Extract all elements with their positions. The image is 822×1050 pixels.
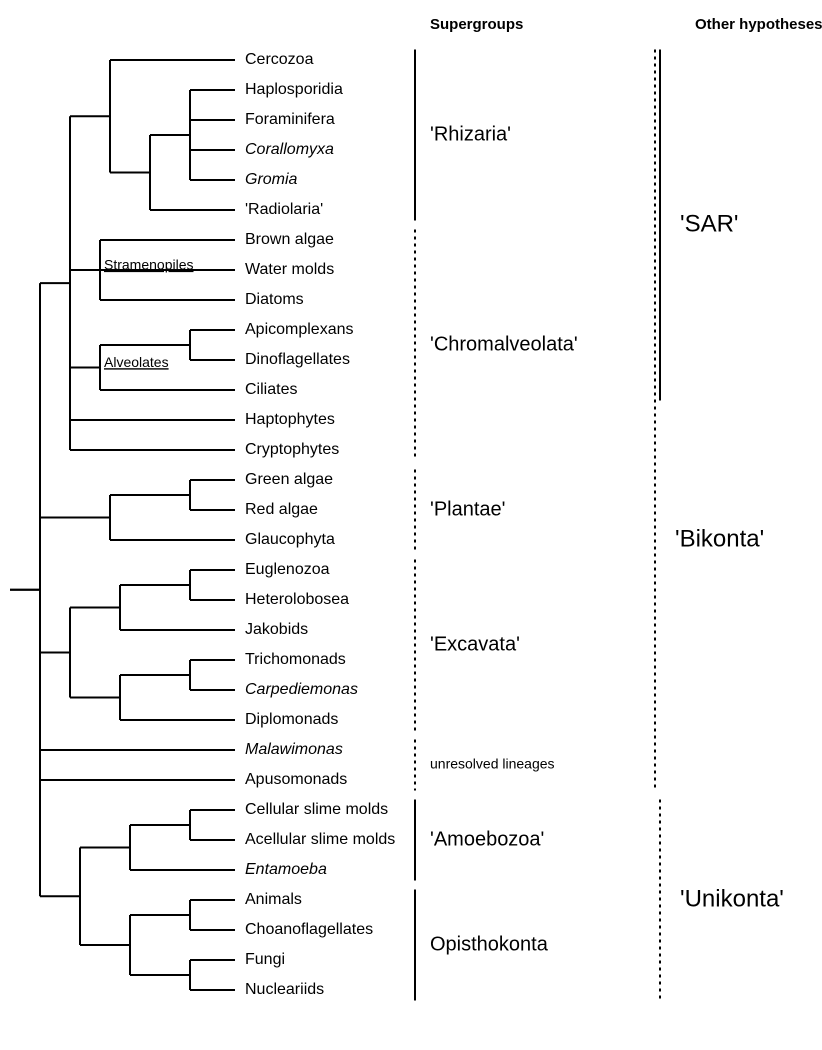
group-label--excavata-: 'Excavata' <box>430 633 520 655</box>
taxon-fungi: Fungi <box>245 951 285 968</box>
taxon-red-algae: Red algae <box>245 501 318 518</box>
taxon-green-algae: Green algae <box>245 471 333 488</box>
taxon-apusomonads: Apusomonads <box>245 771 347 788</box>
header-supergroups: Supergroups <box>430 16 523 33</box>
group-label-unresolved-lineages: unresolved lineages <box>430 756 555 772</box>
header-hypotheses: Other hypotheses <box>695 16 822 33</box>
taxon-corallomyxa: Corallomyxa <box>245 141 334 158</box>
taxon-cryptophytes: Cryptophytes <box>245 441 339 458</box>
group-label-opisthokonta: Opisthokonta <box>430 933 549 955</box>
taxon-animals: Animals <box>245 891 302 908</box>
taxon--radiolaria-: 'Radiolaria' <box>245 201 323 218</box>
taxon-glaucophyta: Glaucophyta <box>245 531 335 548</box>
taxon-carpediemonas: Carpediemonas <box>245 681 358 698</box>
taxon-nucleariids: Nucleariids <box>245 981 324 998</box>
taxon-foraminifera: Foraminifera <box>245 111 335 128</box>
taxon-dinoflagellates: Dinoflagellates <box>245 351 350 368</box>
taxon-cercozoa: Cercozoa <box>245 51 314 68</box>
branch-label-stramenopiles: Stramenopiles <box>104 257 194 273</box>
taxon-water-molds: Water molds <box>245 261 334 278</box>
taxon-ciliates: Ciliates <box>245 381 297 398</box>
group-label--sar-: 'SAR' <box>680 210 739 237</box>
taxon-jakobids: Jakobids <box>245 621 308 638</box>
group-label--rhizaria-: 'Rhizaria' <box>430 123 511 145</box>
taxon-choanoflagellates: Choanoflagellates <box>245 921 373 938</box>
taxon-acellular-slime-molds: Acellular slime molds <box>245 831 395 848</box>
taxon-diplomonads: Diplomonads <box>245 711 338 728</box>
taxon-apicomplexans: Apicomplexans <box>245 321 354 338</box>
group-label--plantae-: 'Plantae' <box>430 498 505 520</box>
taxon-heterolobosea: Heterolobosea <box>245 591 349 608</box>
taxon-haplosporidia: Haplosporidia <box>245 81 343 98</box>
taxon-entamoeba: Entamoeba <box>245 861 327 878</box>
group-label--amoebozoa-: 'Amoebozoa' <box>430 828 544 850</box>
taxon-euglenozoa: Euglenozoa <box>245 561 330 578</box>
taxon-trichomonads: Trichomonads <box>245 651 346 668</box>
taxon-gromia: Gromia <box>245 171 298 188</box>
taxon-haptophytes: Haptophytes <box>245 411 335 428</box>
taxon-diatoms: Diatoms <box>245 291 304 308</box>
taxon-cellular-slime-molds: Cellular slime molds <box>245 801 388 818</box>
phylogenetic-tree: Cercozoa Haplosporidia Foraminifera Corallo… <box>0 0 822 1050</box>
branch-label-alveolates: Alveolates <box>104 354 169 370</box>
group-label--bikonta-: 'Bikonta' <box>675 525 764 552</box>
group-label--unikonta-: 'Unikonta' <box>680 885 784 912</box>
group-label--chromalveolata-: 'Chromalveolata' <box>430 333 578 355</box>
taxon-brown-algae: Brown algae <box>245 231 334 248</box>
taxon-malawimonas: Malawimonas <box>245 741 343 758</box>
